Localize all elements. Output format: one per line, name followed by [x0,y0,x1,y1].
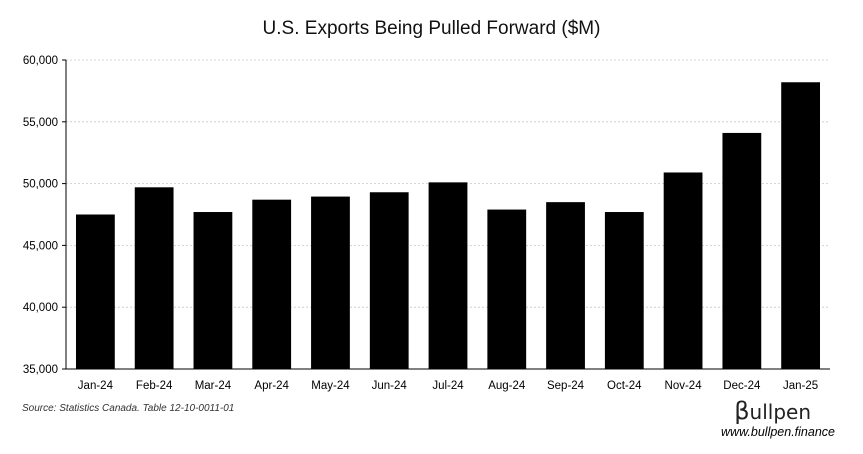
source-note: Source: Statistics Canada. Table 12-10-0… [22,403,235,414]
bar [193,212,233,369]
bar [487,209,527,369]
axes [62,59,830,370]
x-tick-label: Nov-24 [665,380,703,392]
bar [546,202,585,369]
x-tick-label: Mar-24 [195,380,232,392]
x-tick-label: Jun-24 [372,380,408,392]
bar [781,82,821,370]
bar [663,172,703,369]
bar [604,212,644,369]
x-tick-label: Jan-24 [78,380,114,392]
bar [75,214,115,369]
bar [722,132,762,369]
bars [75,82,821,370]
y-tick-label: 45,000 [23,240,58,252]
y-tick-labels: 35,000 40,000 45,000 50,000 55,000 60,000 [23,55,58,376]
brand-url: www.bullpen.finance [721,425,835,439]
y-tick-label: 55,000 [23,117,58,129]
x-tick-label: May-24 [311,380,350,392]
x-tick-label: Jan-25 [783,380,818,392]
bar [311,196,350,369]
y-tick-label: 60,000 [23,55,58,67]
bar [134,187,174,369]
logo-text: ullpen [749,400,811,424]
bar [428,182,468,369]
x-tick-label: Apr-24 [254,380,289,392]
bullpen-logo: βullpen [734,397,811,425]
chart-title: U.S. Exports Being Pulled Forward ($M) [262,18,601,39]
x-tick-labels: Jan-24 Feb-24 Mar-24 Apr-24 May-24 Jun-24 Jul-… [78,380,818,392]
bar [369,192,409,369]
x-tick-label: Dec-24 [723,380,761,392]
y-tick-label: 35,000 [23,364,58,376]
y-tick-label: 40,000 [23,302,58,314]
y-tick-label: 50,000 [23,179,58,191]
x-tick-label: Feb-24 [136,380,173,392]
x-tick-label: Jul-24 [432,380,464,392]
x-tick-label: Oct-24 [607,380,642,392]
x-tick-label: Sep-24 [547,380,585,392]
logo-beta: β [734,397,750,425]
x-tick-label: Aug-24 [488,380,526,392]
bar [252,199,292,369]
